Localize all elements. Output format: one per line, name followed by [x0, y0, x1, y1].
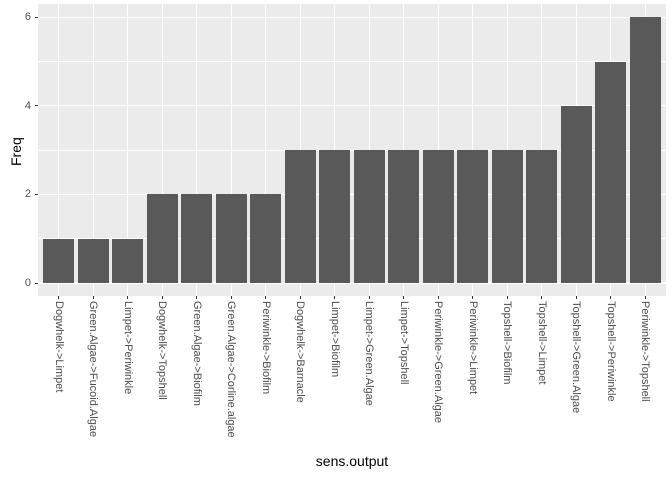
x-tick-mark	[541, 296, 543, 299]
bar	[112, 238, 144, 283]
bar	[629, 17, 661, 283]
x-tick-mark	[127, 296, 129, 299]
bar	[353, 150, 385, 283]
x-tick-label: Limpet->Green.Algae	[363, 301, 376, 406]
x-tick-mark	[196, 296, 198, 299]
bar	[491, 150, 523, 283]
gridline-major	[38, 282, 666, 284]
bar	[250, 194, 282, 283]
y-tick-mark	[35, 16, 38, 18]
x-tick-mark	[610, 296, 612, 299]
bar	[215, 194, 247, 283]
bar	[526, 150, 558, 283]
x-tick-label: Dogwhelk->Topshell	[156, 301, 169, 400]
x-tick-label: Limpet->Biofilm	[328, 301, 341, 378]
x-tick-label: Topshell->Biofilm	[501, 301, 514, 385]
x-tick-mark	[92, 296, 94, 299]
x-tick-mark	[334, 296, 336, 299]
x-tick-label: Periwinkle->Limpet	[466, 301, 479, 395]
bar	[146, 194, 178, 283]
bar	[284, 150, 316, 283]
x-tick-mark	[368, 296, 370, 299]
x-tick-label: Green.Algae->Fucoid.Algae	[87, 301, 100, 438]
y-tick-label: 0	[24, 277, 31, 289]
y-tick-mark	[35, 193, 38, 195]
x-axis-title: sens.output	[315, 453, 389, 469]
bar	[77, 238, 109, 283]
x-tick-mark	[299, 296, 301, 299]
x-tick-mark	[58, 296, 60, 299]
x-tick-label: Topshell->Periwinkle	[604, 301, 617, 402]
bar	[388, 150, 420, 283]
gridline-major	[38, 16, 666, 18]
y-tick-label: 2	[24, 188, 31, 201]
x-tick-label: Topshell->Green.Algae	[570, 301, 583, 414]
bar	[422, 150, 454, 283]
x-tick-label: Periwinkle->Topshell	[639, 301, 652, 402]
gridline-major	[38, 105, 666, 107]
x-tick-label: Dogwhelk->Limpet	[52, 301, 65, 393]
y-tick-label: 6	[24, 11, 31, 24]
x-tick-mark	[644, 296, 646, 299]
y-axis-title: Freq	[8, 137, 24, 166]
plot-panel	[38, 4, 666, 296]
y-tick-label: 4	[24, 99, 31, 112]
bar	[457, 150, 489, 283]
x-tick-label: Green.Algae->Corline.algae	[225, 301, 238, 438]
x-tick-mark	[230, 296, 232, 299]
bar	[43, 238, 75, 283]
gridline-minor	[38, 149, 666, 151]
x-tick-label: Green.Algae->Biofilm	[190, 301, 203, 406]
x-tick-label: Topshell->Limpet	[535, 301, 548, 385]
gridline-minor	[38, 238, 666, 240]
x-tick-mark	[472, 296, 474, 299]
x-tick-mark	[265, 296, 267, 299]
x-tick-label: Periwinkle->Biofilm	[259, 301, 272, 395]
bar	[560, 105, 592, 283]
y-tick-mark	[35, 282, 38, 284]
y-tick-mark	[35, 105, 38, 107]
bar	[319, 150, 351, 283]
x-tick-mark	[575, 296, 577, 299]
gridline-major	[38, 193, 666, 196]
x-tick-mark	[506, 296, 508, 299]
gridline-minor	[38, 61, 666, 62]
x-tick-mark	[403, 296, 405, 299]
bar	[595, 61, 627, 283]
x-tick-mark	[161, 296, 163, 299]
x-tick-label: Dogwhelk->Barnacle	[294, 301, 307, 403]
x-tick-mark	[437, 296, 439, 299]
x-tick-label: Limpet->Periwinkle	[121, 301, 134, 395]
x-tick-label: Periwinkle->Green.Algae	[432, 301, 445, 423]
bar	[181, 194, 213, 283]
x-tick-label: Limpet->Topshell	[397, 301, 410, 385]
